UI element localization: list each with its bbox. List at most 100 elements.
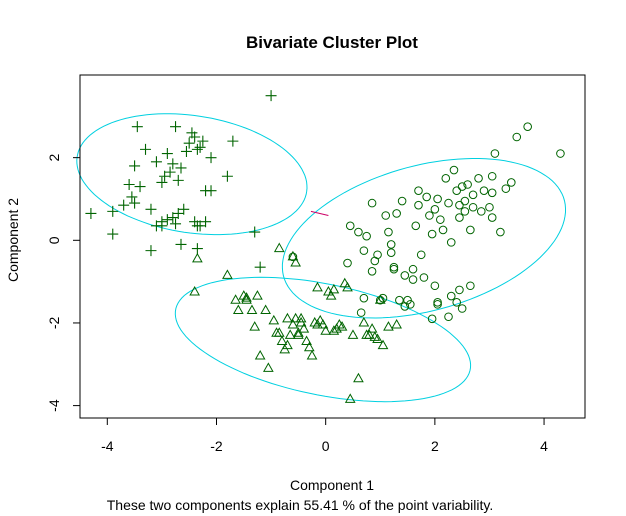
point-circle <box>460 207 470 216</box>
x-tick-label: -2 <box>210 438 223 454</box>
point-triangle <box>342 281 353 292</box>
point-triangle <box>252 290 263 300</box>
point-triangle <box>298 323 310 333</box>
point-plus <box>189 131 201 143</box>
point-triangle <box>262 362 274 372</box>
x-tick-label: -4 <box>101 438 114 454</box>
point-plus <box>205 185 217 197</box>
point-circle <box>386 248 396 257</box>
point-circle <box>408 264 418 274</box>
point-circle <box>389 264 399 274</box>
point-triangle <box>287 250 299 261</box>
point-plus <box>156 216 168 228</box>
point-triangle <box>222 269 233 279</box>
plot-frame <box>79 74 586 419</box>
point-circle <box>367 198 377 208</box>
y-tick-label: 2 <box>46 154 62 162</box>
x-tick-label: 0 <box>322 438 330 454</box>
separation-segment-1 <box>310 210 329 216</box>
separation-segments <box>310 210 329 216</box>
point-triangle <box>230 294 241 304</box>
point-plus <box>118 199 130 211</box>
point-triangle <box>353 372 364 383</box>
point-circle <box>474 174 483 183</box>
point-circle <box>444 198 453 208</box>
point-triangle <box>268 314 280 325</box>
point-circle <box>496 227 505 237</box>
point-triangle <box>358 316 370 327</box>
point-circle <box>408 275 418 284</box>
point-circle <box>485 202 494 212</box>
point-circle <box>433 300 442 309</box>
point-circle <box>419 273 429 282</box>
point-circle <box>487 188 497 198</box>
point-triangle <box>260 304 271 315</box>
point-triangle <box>347 329 359 339</box>
point-plus <box>131 121 143 133</box>
point-circle <box>378 293 388 303</box>
data-points <box>85 90 565 403</box>
point-plus <box>227 135 239 147</box>
point-circle <box>362 231 371 241</box>
point-circle <box>392 209 401 218</box>
point-plus <box>175 162 187 174</box>
point-plus <box>156 176 168 188</box>
point-circle <box>430 281 440 291</box>
point-circle <box>466 225 475 235</box>
point-circle <box>343 258 352 268</box>
point-triangle <box>377 339 389 350</box>
point-triangle <box>328 283 340 294</box>
point-circle <box>386 240 396 249</box>
point-circle <box>446 238 456 247</box>
point-triangle <box>254 349 266 360</box>
point-circle <box>556 149 565 158</box>
cluster-ellipse-1 <box>76 113 308 236</box>
point-circle <box>397 196 407 206</box>
point-circle <box>455 213 464 222</box>
point-circle <box>487 213 497 222</box>
point-plus <box>129 197 141 209</box>
point-plus <box>180 145 192 157</box>
y-tick-label: -4 <box>46 399 62 412</box>
chart-title: Bivariate Cluster Plot <box>246 33 418 52</box>
point-circle <box>460 196 470 206</box>
point-circle <box>446 291 456 301</box>
point-plus <box>170 121 182 133</box>
point-circle <box>400 271 410 280</box>
point-circle <box>479 186 489 196</box>
x-axis: -4 -2 0 2 4 <box>101 417 548 454</box>
point-circle <box>425 211 434 220</box>
point-circle <box>490 149 500 158</box>
point-plus <box>134 181 146 193</box>
point-plus <box>145 203 157 215</box>
point-plus <box>183 137 195 149</box>
point-plus <box>126 191 138 203</box>
point-plus <box>175 238 187 250</box>
point-circle <box>359 246 369 255</box>
x-axis-label: Component 1 <box>290 477 374 493</box>
point-circle <box>455 200 464 210</box>
point-plus <box>191 243 203 255</box>
point-triangle <box>301 335 312 346</box>
point-circle <box>449 165 459 175</box>
point-plus <box>107 205 119 217</box>
point-triangle <box>317 318 329 329</box>
point-circle <box>436 215 445 224</box>
point-triangle <box>273 327 285 337</box>
point-triangle <box>374 294 386 304</box>
point-triangle <box>290 312 302 323</box>
point-triangle <box>369 331 381 341</box>
point-circle <box>288 252 298 262</box>
point-circle <box>354 227 363 237</box>
point-circle <box>468 190 478 200</box>
point-triangle <box>336 321 348 331</box>
point-plus <box>205 152 217 164</box>
point-triangle <box>192 252 203 263</box>
point-triangle <box>325 290 337 300</box>
point-circle <box>414 186 423 196</box>
point-plus <box>178 203 190 215</box>
point-circle <box>452 297 462 307</box>
point-plus <box>107 228 119 240</box>
point-circle <box>457 304 467 313</box>
point-triangle <box>383 321 394 331</box>
